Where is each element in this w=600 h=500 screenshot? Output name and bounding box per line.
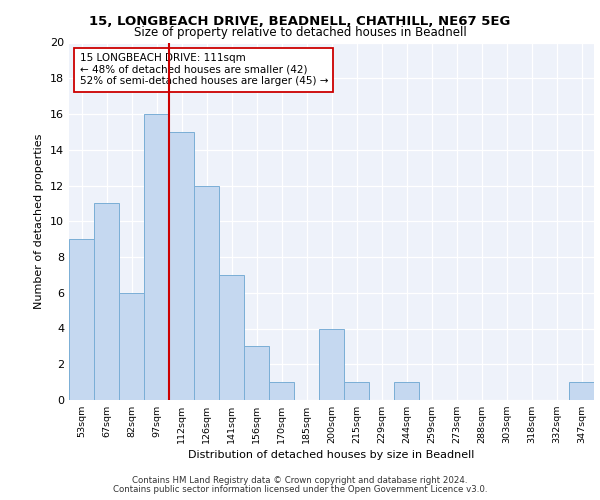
Text: 15 LONGBEACH DRIVE: 111sqm
← 48% of detached houses are smaller (42)
52% of semi: 15 LONGBEACH DRIVE: 111sqm ← 48% of deta…: [79, 53, 328, 86]
Bar: [344, 382, 369, 400]
Bar: [169, 132, 194, 400]
Y-axis label: Number of detached properties: Number of detached properties: [34, 134, 44, 309]
X-axis label: Distribution of detached houses by size in Beadnell: Distribution of detached houses by size …: [188, 450, 475, 460]
Bar: [69, 239, 94, 400]
Text: Contains public sector information licensed under the Open Government Licence v3: Contains public sector information licen…: [113, 484, 487, 494]
Bar: [144, 114, 169, 400]
Bar: [244, 346, 269, 400]
Bar: [119, 292, 144, 400]
Text: Size of property relative to detached houses in Beadnell: Size of property relative to detached ho…: [134, 26, 466, 39]
Bar: [569, 382, 594, 400]
Bar: [394, 382, 419, 400]
Bar: [94, 204, 119, 400]
Text: 15, LONGBEACH DRIVE, BEADNELL, CHATHILL, NE67 5EG: 15, LONGBEACH DRIVE, BEADNELL, CHATHILL,…: [89, 15, 511, 28]
Bar: [219, 275, 244, 400]
Text: Contains HM Land Registry data © Crown copyright and database right 2024.: Contains HM Land Registry data © Crown c…: [132, 476, 468, 485]
Bar: [269, 382, 294, 400]
Bar: [319, 328, 344, 400]
Bar: [194, 186, 219, 400]
